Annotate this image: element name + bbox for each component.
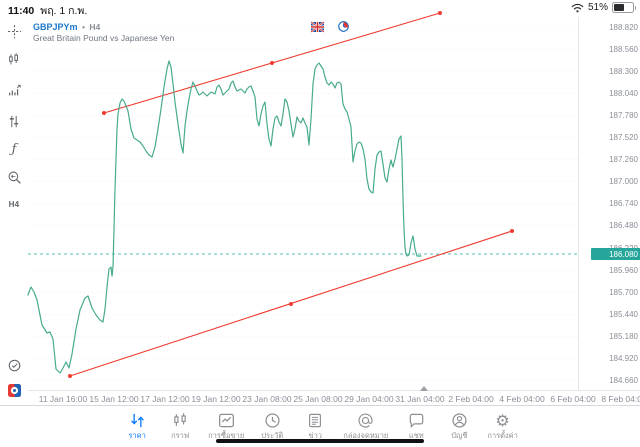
metaquotes-logo[interactable]	[0, 381, 28, 399]
chart-timeframe: H4	[89, 22, 101, 32]
trade-chart-icon	[217, 411, 236, 430]
zoom-drag-icon[interactable]	[0, 168, 28, 186]
status-date: พฤ. 1 ก.พ.	[40, 5, 88, 17]
tab-news[interactable]: ข่าว	[300, 411, 330, 440]
time-tick-label: 6 Feb 04:00	[550, 394, 596, 404]
tab-label: แชท	[408, 431, 424, 440]
chart-header: GBPJPYm • H4 Great Britain Pound vs Japa…	[33, 20, 174, 44]
status-bar: 11:40 พฤ. 1 ก.พ. 51%	[0, 0, 640, 18]
price-tick-label: 188.820	[609, 22, 638, 32]
time-tick-label: 11 Jan 16:00	[38, 394, 88, 404]
price-tick-label: 185.180	[609, 331, 638, 341]
time-axis[interactable]: 11 Jan 16:00 15 Jan 12:00 17 Jan 12:00 19 J…	[28, 386, 640, 406]
timeframe-button[interactable]: H4	[8, 199, 20, 209]
tab-mailbox[interactable]: กล่องจดหมาย	[343, 411, 388, 440]
tab-history[interactable]: ประวัติ	[257, 411, 287, 440]
price-tick-label: 187.260	[609, 155, 638, 165]
tab-label: บัญชี	[451, 431, 468, 440]
tab-label: ข่าว	[308, 431, 323, 440]
price-tick-label: 188.300	[609, 66, 638, 76]
crosshair-icon[interactable]	[0, 22, 28, 40]
uk-flag-icon[interactable]	[310, 20, 325, 33]
battery-percent: 51%	[587, 2, 608, 13]
time-tick-label: 23 Jan 08:00	[242, 394, 292, 404]
time-tick-label: 19 Jan 12:00	[191, 394, 241, 404]
price-tick-label: 186.740	[609, 199, 638, 209]
svg-text:ƒ: ƒ	[9, 142, 19, 156]
tab-label: การตั้งค่า	[487, 431, 518, 440]
price-chart-svg[interactable]	[27, 11, 578, 390]
tab-trade[interactable]: การซื้อขาย	[208, 411, 244, 440]
price-tick-label: 185.440	[609, 309, 638, 319]
tab-label: ประวัติ	[261, 431, 284, 440]
chart-plot-area[interactable]: GBPJPYm • H4 Great Britain Pound vs Japa…	[27, 11, 578, 390]
event-clock-icon[interactable]	[338, 21, 349, 32]
function-icon[interactable]: ƒ	[0, 139, 28, 157]
clock-time: 11:40	[8, 4, 35, 17]
price-tick-label: 187.520	[609, 133, 638, 142]
price-tick-label: 187.000	[609, 177, 638, 187]
time-tick-label: 8 Feb 04:00	[601, 394, 640, 404]
chart-candles-icon	[171, 411, 189, 430]
tab-label: ราคา	[128, 431, 146, 440]
tab-label: การซื้อขาย	[208, 431, 245, 440]
tab-chat[interactable]: แชท	[401, 411, 431, 440]
at-sign-icon	[356, 411, 375, 430]
price-axis[interactable]: 188.820 188.560 188.300 188.040 187.780 187.5…	[578, 17, 640, 390]
time-tick-label: 17 Jan 12:00	[140, 394, 190, 404]
calendar-event-icons	[310, 20, 349, 33]
price-tick-label: 188.560	[609, 44, 638, 54]
tab-label: กราฟ	[171, 431, 190, 440]
last-bar-marker	[420, 386, 428, 391]
tab-bar: ราคา กราฟ การซื้อขาย ประวัติ ข่าว	[0, 405, 640, 447]
price-tick-label: 188.040	[609, 88, 638, 98]
quotes-arrows-icon	[128, 411, 147, 430]
news-document-icon	[306, 411, 324, 430]
objects-sliders-icon[interactable]	[0, 112, 28, 130]
home-indicator[interactable]	[216, 439, 424, 443]
price-tick-label: 184.660	[609, 376, 638, 386]
tab-account[interactable]: บัญชี	[444, 411, 474, 440]
current-price-badge: 186.080	[591, 248, 640, 260]
time-tick-label: 31 Jan 04:00	[395, 394, 445, 404]
symbol-name[interactable]: GBPJPYm	[33, 22, 78, 32]
price-tick-label: 185.960	[609, 265, 638, 275]
time-tick-label: 4 Feb 04:00	[499, 394, 545, 404]
price-tick-label: 186.480	[609, 221, 638, 231]
gear-icon: ⚙	[495, 410, 510, 430]
time-tick-label: 15 Jan 12:00	[89, 394, 139, 404]
wifi-icon	[571, 3, 584, 12]
symbol-description: Great Britain Pound vs Japanese Yen	[33, 33, 175, 43]
time-tick-label: 25 Jan 08:00	[293, 394, 343, 404]
account-person-icon	[450, 411, 469, 430]
price-tick-label: 184.920	[609, 354, 638, 363]
history-clock-icon	[263, 411, 282, 430]
tab-chart[interactable]: กราฟ	[165, 411, 195, 440]
price-tick-label: 187.780	[609, 110, 638, 120]
tab-quotes[interactable]: ราคา	[122, 411, 152, 440]
battery-icon	[612, 2, 636, 13]
chart-toolbar: ƒ H4	[0, 17, 29, 405]
candlestick-type-icon[interactable]	[0, 50, 28, 68]
price-tick-label: 185.700	[609, 287, 638, 297]
tab-label: กล่องจดหมาย	[343, 431, 389, 440]
tab-settings[interactable]: ⚙ การตั้งค่า	[487, 411, 518, 440]
time-tick-label: 2 Feb 04:00	[448, 394, 494, 404]
clock-check-icon[interactable]	[0, 356, 28, 374]
symbol-separator: •	[81, 22, 85, 32]
chat-bubble-icon	[407, 411, 426, 430]
time-tick-label: 29 Jan 04:00	[344, 394, 394, 404]
indicators-icon[interactable]	[0, 82, 28, 100]
